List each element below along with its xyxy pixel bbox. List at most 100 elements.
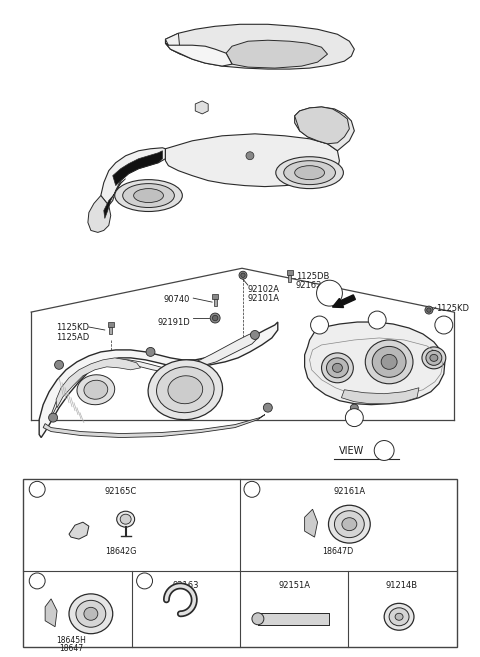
Polygon shape bbox=[39, 322, 278, 438]
Text: 90740: 90740 bbox=[164, 295, 190, 304]
Circle shape bbox=[239, 271, 247, 279]
Bar bbox=[212, 294, 218, 299]
Text: 91214B: 91214B bbox=[385, 581, 417, 590]
Circle shape bbox=[55, 361, 63, 369]
Ellipse shape bbox=[389, 608, 409, 625]
Ellipse shape bbox=[69, 594, 113, 634]
Polygon shape bbox=[69, 522, 89, 539]
Polygon shape bbox=[195, 101, 208, 114]
Text: 92151A: 92151A bbox=[279, 581, 311, 590]
Circle shape bbox=[425, 306, 433, 314]
Ellipse shape bbox=[168, 376, 203, 403]
Polygon shape bbox=[341, 388, 419, 403]
Circle shape bbox=[346, 409, 363, 426]
Polygon shape bbox=[166, 34, 180, 54]
Polygon shape bbox=[166, 24, 354, 69]
Ellipse shape bbox=[133, 189, 164, 202]
Ellipse shape bbox=[333, 363, 342, 373]
Ellipse shape bbox=[395, 613, 403, 620]
Ellipse shape bbox=[284, 161, 336, 185]
Bar bbox=[23, 480, 457, 646]
Ellipse shape bbox=[120, 514, 131, 524]
Ellipse shape bbox=[365, 340, 413, 384]
Circle shape bbox=[246, 152, 254, 160]
Polygon shape bbox=[166, 43, 232, 66]
Bar bbox=[109, 327, 112, 334]
Ellipse shape bbox=[123, 183, 174, 208]
Bar bbox=[214, 299, 216, 306]
Bar bbox=[258, 613, 329, 625]
Ellipse shape bbox=[328, 505, 370, 543]
Ellipse shape bbox=[76, 600, 106, 627]
Polygon shape bbox=[104, 179, 126, 219]
Polygon shape bbox=[295, 107, 354, 150]
Ellipse shape bbox=[326, 358, 348, 378]
Polygon shape bbox=[226, 40, 327, 68]
Ellipse shape bbox=[350, 404, 358, 411]
Circle shape bbox=[29, 482, 45, 497]
Text: d: d bbox=[143, 578, 147, 584]
Circle shape bbox=[251, 330, 259, 340]
Polygon shape bbox=[101, 148, 166, 206]
Circle shape bbox=[48, 413, 58, 422]
Ellipse shape bbox=[276, 157, 343, 189]
Ellipse shape bbox=[252, 613, 264, 625]
Text: b: b bbox=[375, 317, 379, 323]
Text: 92191D: 92191D bbox=[157, 318, 190, 327]
Text: A: A bbox=[326, 288, 333, 298]
Text: A: A bbox=[381, 446, 387, 455]
Circle shape bbox=[374, 441, 394, 461]
Circle shape bbox=[264, 403, 272, 412]
Circle shape bbox=[210, 313, 220, 323]
Circle shape bbox=[137, 573, 153, 589]
Polygon shape bbox=[88, 196, 111, 233]
Text: 92165C: 92165C bbox=[105, 487, 137, 496]
Circle shape bbox=[316, 280, 342, 306]
Ellipse shape bbox=[84, 607, 98, 620]
Text: 1125AD: 1125AD bbox=[56, 333, 89, 342]
Ellipse shape bbox=[430, 354, 438, 361]
Text: 92102A: 92102A bbox=[248, 285, 280, 294]
Ellipse shape bbox=[115, 179, 182, 212]
Ellipse shape bbox=[381, 354, 397, 369]
Ellipse shape bbox=[117, 511, 134, 527]
Polygon shape bbox=[56, 358, 141, 407]
Text: 18647D: 18647D bbox=[322, 547, 353, 556]
Text: 1125DB: 1125DB bbox=[296, 272, 329, 281]
Ellipse shape bbox=[384, 603, 414, 630]
Ellipse shape bbox=[148, 360, 223, 420]
Circle shape bbox=[244, 482, 260, 497]
Ellipse shape bbox=[77, 374, 115, 405]
Polygon shape bbox=[113, 150, 162, 186]
Ellipse shape bbox=[335, 510, 364, 537]
Text: 18645H: 18645H bbox=[56, 636, 86, 645]
Polygon shape bbox=[45, 599, 57, 627]
Text: VIEW: VIEW bbox=[339, 447, 365, 457]
Polygon shape bbox=[295, 107, 349, 144]
Circle shape bbox=[29, 573, 45, 589]
Ellipse shape bbox=[84, 380, 108, 399]
Bar bbox=[108, 322, 114, 327]
Circle shape bbox=[311, 316, 328, 334]
Ellipse shape bbox=[156, 367, 214, 413]
Text: 18642G: 18642G bbox=[105, 547, 136, 556]
FancyArrow shape bbox=[333, 295, 355, 307]
Ellipse shape bbox=[422, 347, 446, 369]
Text: 18647: 18647 bbox=[59, 644, 83, 652]
Bar bbox=[288, 275, 291, 283]
Text: c: c bbox=[35, 578, 39, 584]
Text: 1125KD: 1125KD bbox=[56, 323, 89, 332]
Polygon shape bbox=[43, 415, 265, 438]
Text: 92162: 92162 bbox=[296, 281, 322, 290]
Text: d: d bbox=[352, 415, 357, 420]
Polygon shape bbox=[305, 509, 318, 537]
Ellipse shape bbox=[322, 353, 353, 383]
Ellipse shape bbox=[426, 350, 442, 365]
Ellipse shape bbox=[372, 346, 406, 377]
Circle shape bbox=[427, 308, 431, 312]
Text: c: c bbox=[442, 322, 446, 328]
Text: a: a bbox=[35, 486, 39, 492]
Ellipse shape bbox=[295, 166, 324, 179]
Ellipse shape bbox=[342, 518, 357, 531]
Circle shape bbox=[368, 311, 386, 329]
